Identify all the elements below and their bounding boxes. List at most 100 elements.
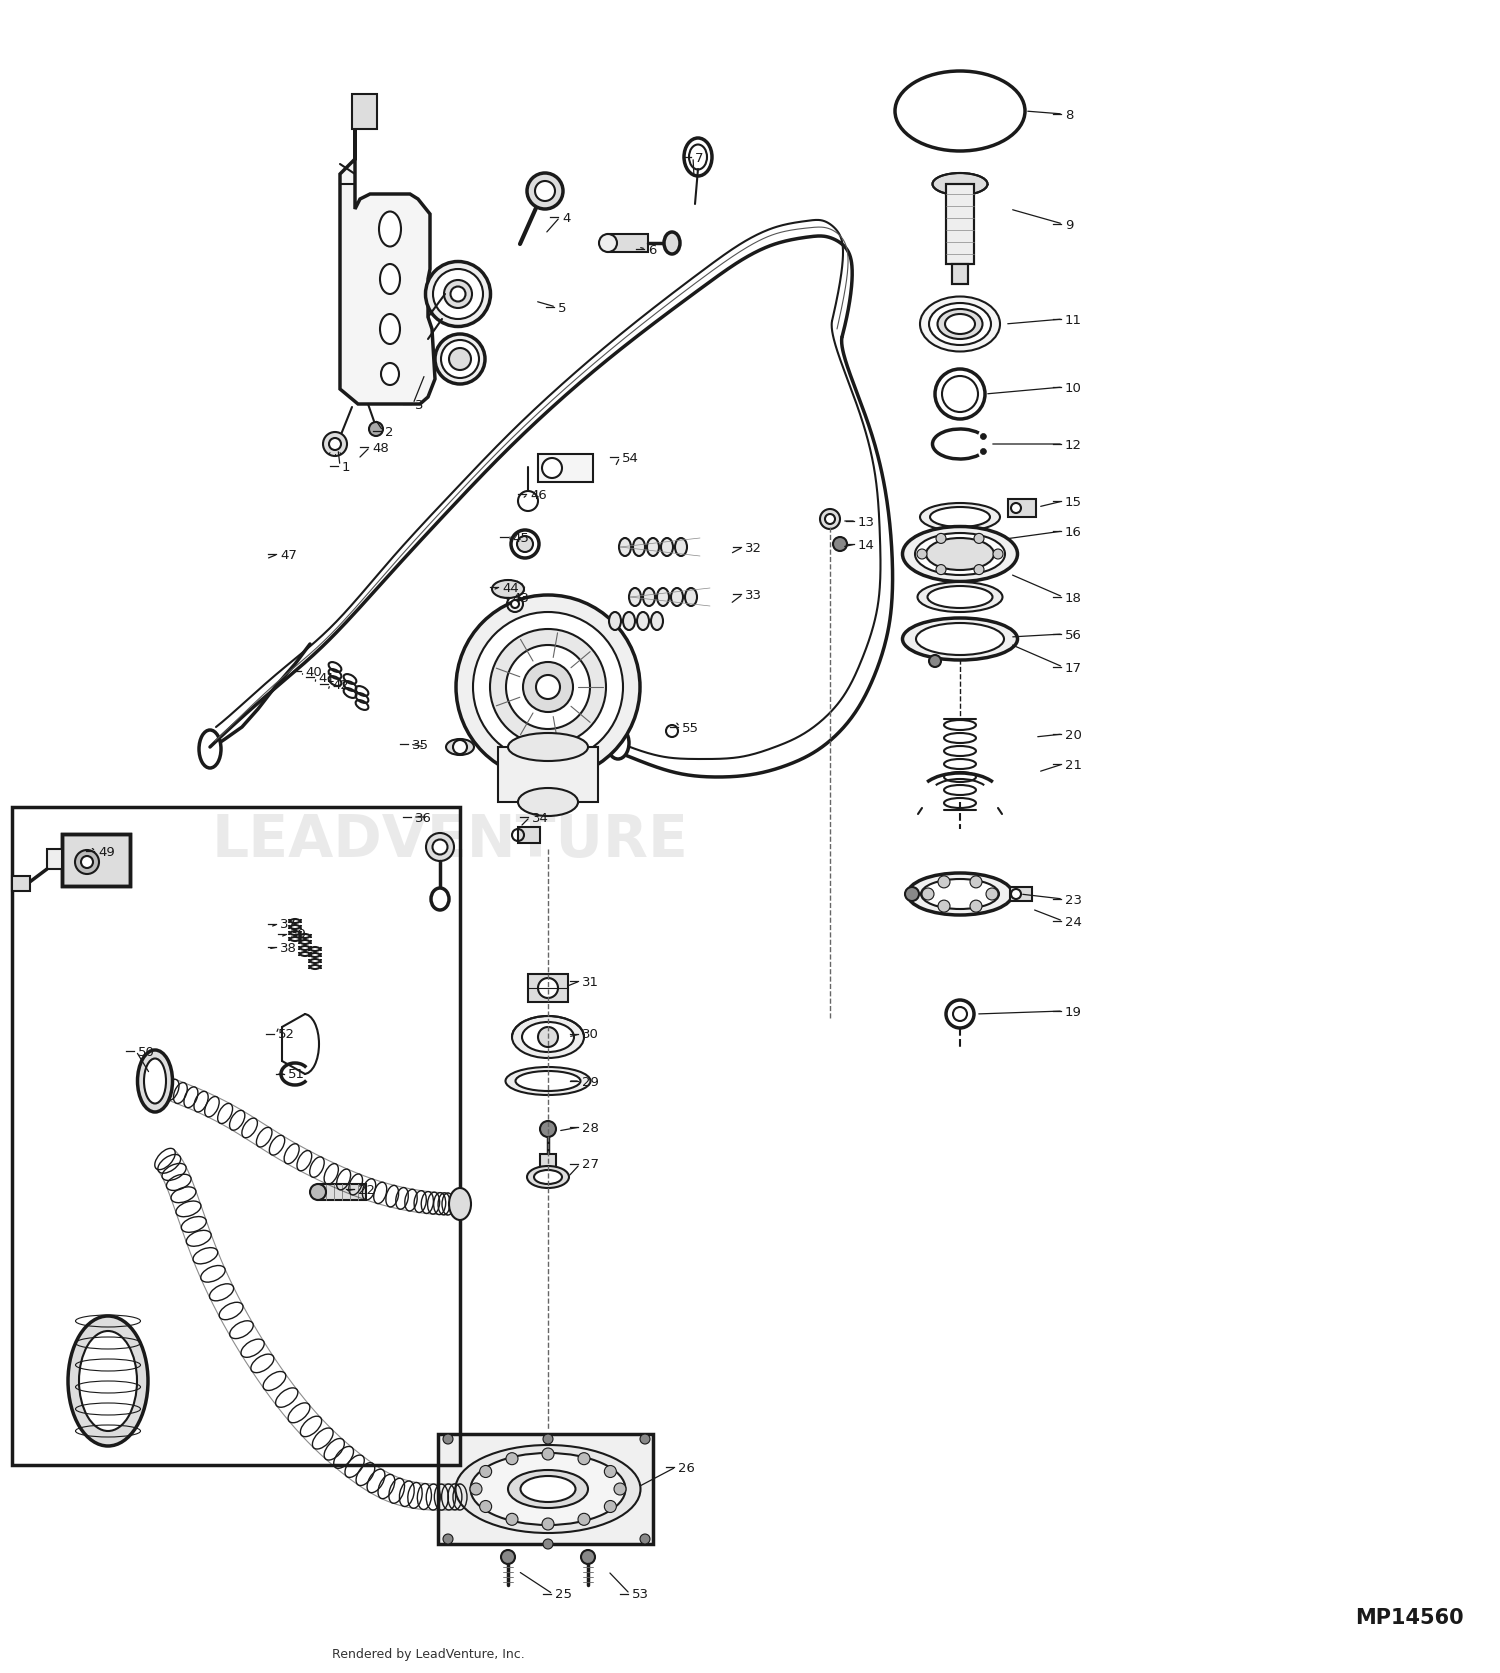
Circle shape	[506, 646, 590, 729]
Text: 49: 49	[98, 845, 116, 858]
Bar	[1010, 887, 1032, 902]
Text: 54: 54	[622, 452, 639, 463]
Bar	[62, 835, 130, 887]
Circle shape	[480, 1501, 492, 1512]
Bar	[12, 808, 460, 1466]
Text: 53: 53	[632, 1588, 650, 1601]
Circle shape	[578, 1514, 590, 1526]
Text: 47: 47	[280, 549, 297, 560]
Text: 52: 52	[278, 1027, 296, 1041]
Circle shape	[542, 1449, 554, 1461]
Circle shape	[1011, 890, 1022, 900]
Ellipse shape	[686, 589, 698, 607]
Text: 14: 14	[858, 539, 874, 550]
Text: 4: 4	[562, 211, 570, 224]
Ellipse shape	[933, 174, 987, 196]
Ellipse shape	[506, 1067, 591, 1096]
Text: 29: 29	[582, 1074, 598, 1087]
Ellipse shape	[633, 539, 645, 557]
Polygon shape	[340, 95, 435, 405]
Ellipse shape	[620, 539, 632, 557]
Circle shape	[598, 234, 616, 253]
Circle shape	[506, 1452, 518, 1466]
Circle shape	[456, 596, 640, 780]
Circle shape	[75, 850, 99, 875]
Text: 19: 19	[1065, 1005, 1082, 1017]
Ellipse shape	[68, 1317, 148, 1445]
Ellipse shape	[921, 880, 999, 910]
Ellipse shape	[435, 335, 484, 385]
Bar	[318, 1184, 366, 1200]
Text: 10: 10	[1065, 381, 1082, 395]
Ellipse shape	[920, 298, 1001, 353]
Ellipse shape	[927, 587, 993, 609]
Ellipse shape	[945, 315, 975, 335]
Text: 2: 2	[386, 425, 393, 438]
Bar	[62, 835, 130, 887]
Circle shape	[542, 1517, 554, 1531]
Text: 3: 3	[416, 398, 423, 412]
Text: 33: 33	[746, 589, 762, 601]
Ellipse shape	[492, 581, 524, 599]
Circle shape	[952, 1007, 968, 1022]
Bar	[538, 455, 592, 483]
Ellipse shape	[518, 788, 578, 816]
Circle shape	[526, 174, 562, 209]
Ellipse shape	[512, 1017, 584, 1059]
Ellipse shape	[471, 1454, 626, 1526]
Bar	[946, 186, 974, 264]
Circle shape	[928, 656, 940, 668]
Circle shape	[506, 1514, 518, 1526]
Circle shape	[580, 1551, 596, 1564]
Ellipse shape	[657, 589, 669, 607]
Ellipse shape	[200, 731, 220, 768]
Text: 39: 39	[290, 929, 308, 940]
Ellipse shape	[622, 612, 634, 631]
Ellipse shape	[670, 589, 682, 607]
Ellipse shape	[908, 873, 1013, 915]
Text: 28: 28	[582, 1121, 598, 1134]
Circle shape	[974, 534, 984, 544]
Text: Rendered by LeadVenture, Inc.: Rendered by LeadVenture, Inc.	[332, 1648, 525, 1661]
Ellipse shape	[144, 1059, 166, 1104]
Bar	[608, 234, 648, 253]
Ellipse shape	[920, 504, 1001, 532]
Text: 45: 45	[512, 532, 530, 544]
Circle shape	[936, 565, 946, 576]
Text: 48: 48	[372, 442, 388, 455]
Circle shape	[538, 1027, 558, 1047]
Text: 7: 7	[694, 152, 703, 164]
Text: 12: 12	[1065, 438, 1082, 452]
Text: 13: 13	[858, 515, 874, 529]
Ellipse shape	[456, 1445, 640, 1532]
Ellipse shape	[644, 589, 656, 607]
Circle shape	[981, 450, 987, 455]
Ellipse shape	[446, 739, 474, 756]
Ellipse shape	[450, 288, 465, 303]
Text: 22: 22	[358, 1183, 375, 1196]
Circle shape	[938, 900, 950, 912]
Circle shape	[472, 612, 622, 763]
Ellipse shape	[138, 1051, 172, 1113]
Ellipse shape	[433, 269, 483, 320]
Ellipse shape	[381, 363, 399, 386]
Circle shape	[604, 1501, 616, 1512]
Ellipse shape	[448, 348, 471, 371]
Text: 16: 16	[1065, 525, 1082, 539]
Text: 25: 25	[555, 1588, 572, 1601]
Circle shape	[993, 550, 1004, 560]
Circle shape	[833, 537, 848, 552]
Ellipse shape	[441, 341, 479, 378]
Circle shape	[480, 1466, 492, 1477]
Ellipse shape	[426, 263, 490, 328]
Ellipse shape	[938, 310, 982, 340]
Circle shape	[369, 423, 382, 437]
Text: 34: 34	[532, 811, 549, 825]
Text: 15: 15	[1065, 495, 1082, 509]
Ellipse shape	[916, 624, 1004, 656]
Circle shape	[81, 857, 93, 868]
Circle shape	[916, 550, 927, 560]
Circle shape	[501, 1551, 515, 1564]
Circle shape	[614, 1482, 626, 1496]
Ellipse shape	[918, 582, 1002, 612]
